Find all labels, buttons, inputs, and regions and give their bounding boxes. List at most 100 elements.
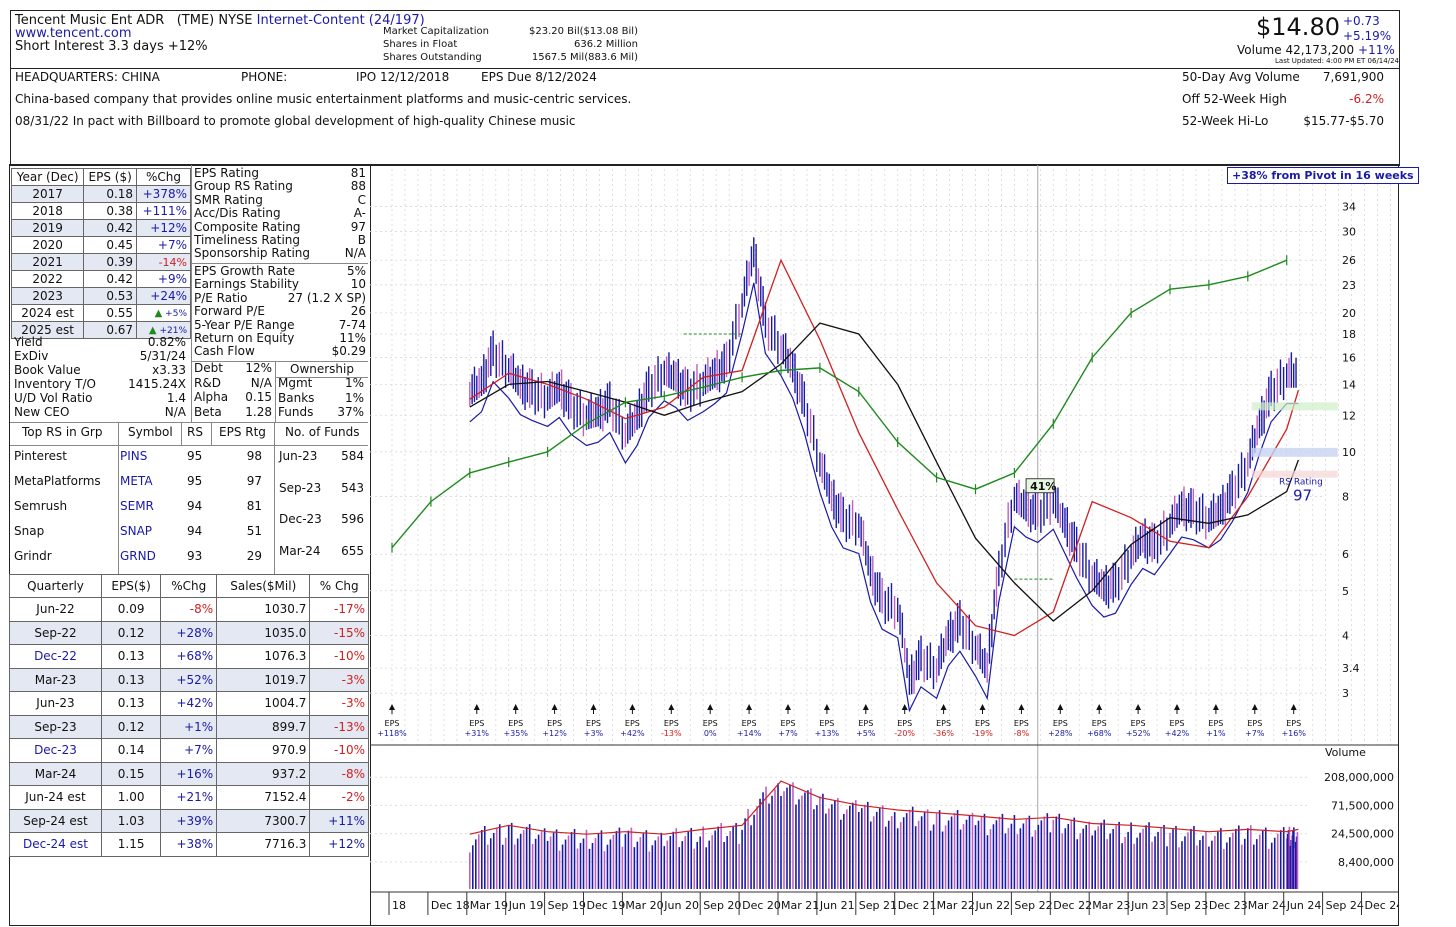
avg-volume: 7,691,900 <box>1322 70 1384 84</box>
peers-top-line <box>10 422 368 423</box>
row-label: Return on Equity <box>194 330 295 345</box>
x-tick-label: Dec 18 <box>431 899 470 912</box>
y-tick-label: 14 <box>1342 378 1356 391</box>
yield-value: 0.82% <box>147 335 186 349</box>
quarterly-eps: 0.13 <box>100 691 162 716</box>
annual-header-chg: %Chg <box>136 168 191 186</box>
quarterly-chg: +39% <box>160 808 218 833</box>
x-tick-label: Dec 24 <box>1365 899 1399 912</box>
company-description: China-based company that provides online… <box>15 92 632 106</box>
peer-symbol[interactable]: SNAP <box>120 524 153 538</box>
quarterly-sales: 937.2 <box>216 761 311 786</box>
industry-link[interactable]: Internet-Content (24/197) <box>256 13 425 28</box>
row-label: EPS Growth Rate <box>194 264 296 278</box>
peers-col-sep <box>118 422 119 574</box>
quarterly-schg: -3% <box>309 667 369 692</box>
eps-event-change: +13% <box>815 729 840 738</box>
ownership-top-line <box>276 377 368 378</box>
row-label: Sponsorship Rating <box>194 246 311 261</box>
quarterly-row: Mar-24 0.15 +16% 937.2 -8% <box>9 761 369 786</box>
pivot-label: 41% <box>1030 480 1056 493</box>
row-value: 27 (1.2 X SP) <box>287 290 366 305</box>
eps-event-label: EPS <box>1092 719 1107 728</box>
quarterly-q: Jun-23 <box>9 691 102 716</box>
y-tick-label: 10 <box>1342 446 1356 459</box>
price-change: +0.73 <box>1343 14 1380 28</box>
x-tick-label: Mar 23 <box>1092 899 1130 912</box>
inventory-value: 1415.24X <box>128 377 186 391</box>
quarterly-row: Mar-23 0.13 +52% 1019.7 -3% <box>9 667 369 692</box>
quarterly-chg: +68% <box>160 644 218 669</box>
peer-symbol[interactable]: META <box>120 474 153 488</box>
quarterly-schg: -13% <box>309 714 369 739</box>
eps-arrow-icon <box>940 704 947 710</box>
row-label: Debt <box>194 361 223 375</box>
left-panel-frame <box>9 164 371 926</box>
website-link[interactable]: www.tencent.com <box>15 26 132 41</box>
header-frame <box>10 10 1400 69</box>
eps-event-label: EPS <box>742 719 757 728</box>
target-band <box>1251 470 1338 478</box>
eps-event-label: EPS <box>1014 719 1029 728</box>
peer-eps-rating: 81 <box>246 499 262 513</box>
row-value: 11% <box>339 330 366 345</box>
rating-row: Acc/Dis Rating A- <box>194 207 366 220</box>
annual-chg: +7% <box>136 236 191 254</box>
eps-event-label: EPS <box>586 719 601 728</box>
eps-event-label: EPS <box>819 719 834 728</box>
row-label: Timeliness Rating <box>194 232 301 247</box>
eps-event-label: EPS <box>469 719 484 728</box>
x-tick-label: Mar 21 <box>781 899 819 912</box>
row-value: 0.15 <box>245 390 272 404</box>
y-tick-label: 30 <box>1342 226 1356 239</box>
annual-header-year: Year (Dec) <box>10 168 85 186</box>
x-tick-label: Sep 22 <box>1014 899 1052 912</box>
row-value: 12% <box>245 361 272 375</box>
peer-symbol[interactable]: GRND <box>120 549 156 563</box>
quarterly-header-cell: Sales($Mil) <box>216 574 311 598</box>
annual-eps: 0.45 <box>83 236 138 254</box>
quarterly-chg: +42% <box>160 691 218 716</box>
rating-row: Banks 1% <box>278 390 364 407</box>
quarterly-header-cell: EPS($) <box>100 574 162 598</box>
quarterly-q: Dec-24 est <box>9 832 102 857</box>
row-label: Banks <box>278 390 315 405</box>
annual-year: 2022 <box>10 270 85 288</box>
eps-event-change: +16% <box>1281 729 1306 738</box>
info-frame <box>10 68 1400 166</box>
quarterly-row: Jun-24 est 1.00 +21% 7152.4 -2% <box>9 785 369 810</box>
x-tick-label: 18 <box>392 899 406 912</box>
row-value: 88 <box>350 179 366 194</box>
annual-year: 2021 <box>10 253 85 271</box>
hilo: $15.77-$5.70 <box>1303 114 1384 128</box>
funds-quarter: Sep-23 <box>279 480 322 495</box>
peer-name: Semrush <box>14 499 68 513</box>
quarterly-eps: 0.12 <box>100 714 162 739</box>
annual-chg: +12% <box>136 219 191 237</box>
eps-arrow-icon <box>1057 704 1064 710</box>
x-tick-label: Dec 19 <box>587 899 626 912</box>
eps-arrow-icon <box>590 704 597 710</box>
peer-symbol[interactable]: SEMR <box>120 499 154 513</box>
row-label: Mgmt <box>278 376 313 390</box>
rating-row: R&D N/A <box>194 376 272 392</box>
peer-symbol[interactable]: PINS <box>120 449 148 463</box>
annual-row: 2024 est 0.55 ▲ +5% <box>10 304 191 322</box>
volume-readout: Volume 42,173,200 +11% <box>1237 43 1395 57</box>
y-tick-label: 12 <box>1342 409 1356 422</box>
quarterly-chg: +28% <box>160 620 218 645</box>
row-value: $0.29 <box>331 344 366 359</box>
ownership-title: Ownership <box>290 362 354 376</box>
funds-count: 655 <box>341 543 364 558</box>
quarterly-sales: 1004.7 <box>216 691 311 716</box>
funds-header: No. of Funds <box>285 425 360 439</box>
eps-arrow-icon <box>512 704 519 710</box>
pivot-title-box: +38% from Pivot in 16 weeks <box>1227 167 1419 184</box>
y-tick-label: 3.4 <box>1342 662 1360 675</box>
eps-arrow-icon <box>1174 704 1180 710</box>
eps-event-change: +42% <box>620 729 645 738</box>
row-label: Beta <box>194 404 222 419</box>
quarterly-q: Sep-24 est <box>9 808 102 833</box>
quarterly-eps: 1.00 <box>100 785 162 810</box>
annual-chg: ▲ +5% <box>136 304 191 322</box>
